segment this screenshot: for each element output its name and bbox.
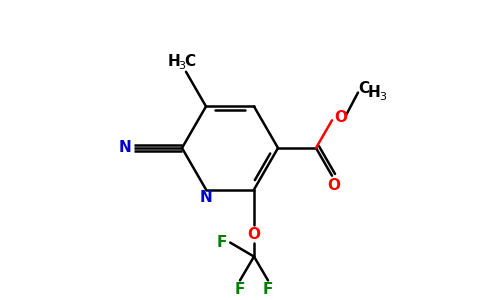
Text: F: F [235,282,245,297]
Text: F: F [217,235,227,250]
Text: C: C [359,81,370,96]
Text: C: C [184,54,196,69]
Text: F: F [263,282,273,297]
Text: N: N [199,190,212,205]
Text: H: H [167,54,181,69]
Text: O: O [334,110,348,125]
Text: O: O [247,227,260,242]
Text: N: N [119,140,131,155]
Text: H: H [368,85,380,100]
Text: O: O [328,178,341,193]
Text: 3: 3 [179,61,185,71]
Text: 3: 3 [379,92,387,102]
